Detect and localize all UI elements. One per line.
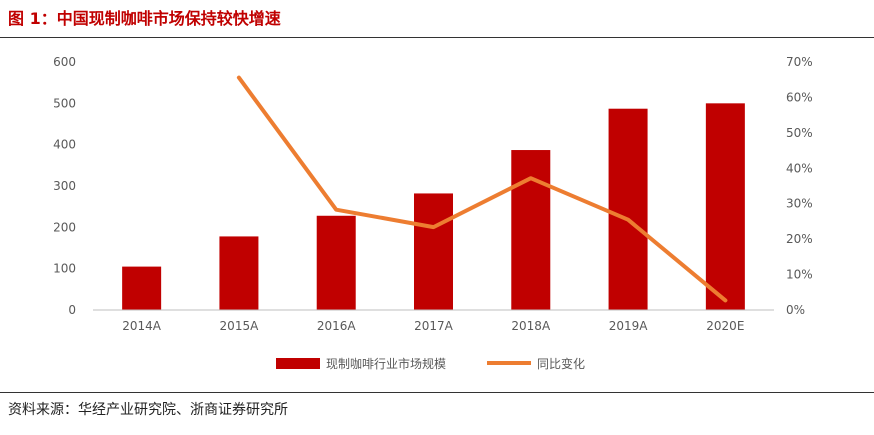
left-axis-tick-label: 500 [53,96,76,110]
x-axis-tick-label: 2020E [706,319,744,333]
right-axis-tick-label: 10% [786,268,813,282]
legend: 现制咖啡行业市场规模 同比变化 [276,356,585,371]
line-series [236,75,728,303]
right-axis-tick-label: 30% [786,197,813,211]
bar-series [122,103,745,310]
bar [122,266,162,310]
left-axis-tick-label: 600 [53,55,76,69]
x-axis-tick-label: 2016A [317,319,357,333]
right-axis-tick-label: 50% [786,126,813,140]
x-axis-tick-label: 2014A [122,319,162,333]
figure-title: 图 1：中国现制咖啡市场保持较快增速 [8,9,281,28]
bar [608,108,648,310]
right-axis-tick-label: 0% [786,303,805,317]
bar [705,103,745,310]
left-axis-tick-label: 0 [68,303,76,317]
source-note: 资料来源：华经产业研究院、浙商证券研究所 [8,402,288,418]
bar [414,193,453,310]
right-axis-tick-label: 60% [786,90,813,104]
left-axis-tick-label: 100 [53,262,76,276]
legend-bar-label: 现制咖啡行业市场规模 [326,356,446,371]
left-axis-tick-label: 200 [53,220,76,234]
left-axis-ticks: 0 100 200 300 400 500 600 [53,55,76,317]
x-axis-tick-label: 2019A [609,319,649,333]
legend-line-label: 同比变化 [537,356,585,371]
bar [511,150,551,310]
bar [316,215,356,310]
source-divider [0,392,874,393]
x-axis-ticks: 2014A 2015A 2016A 2017A 2018A 2019A 2020E [122,319,744,333]
left-axis-tick-label: 400 [53,138,76,152]
growth-line [236,75,728,303]
left-axis-tick-label: 300 [53,179,76,193]
legend-bar-swatch [276,358,320,369]
right-axis-tick-label: 20% [786,232,813,246]
right-axis-ticks: 0% 10% 20% 30% 40% 50% 60% 70% [786,55,813,317]
bar [219,236,259,310]
x-axis-tick-label: 2017A [414,319,454,333]
right-axis-tick-label: 40% [786,161,813,175]
title-divider [0,37,874,38]
x-axis-tick-label: 2015A [220,319,260,333]
x-axis-tick-label: 2018A [511,319,551,333]
right-axis-tick-label: 70% [786,55,813,69]
